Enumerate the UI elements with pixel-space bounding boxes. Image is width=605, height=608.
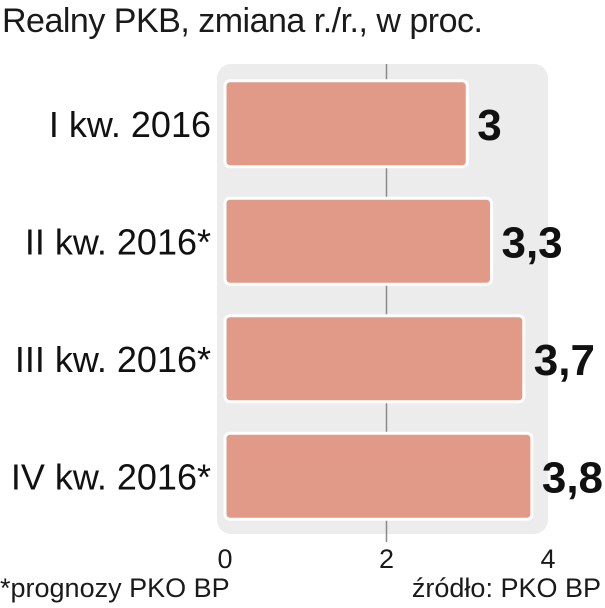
value-label-1: 3 — [477, 101, 501, 150]
category-label-4: IV kw. 2016* — [11, 456, 211, 497]
bar-3 — [223, 314, 526, 404]
value-label-3: 3,7 — [534, 336, 595, 385]
bar-1 — [223, 79, 469, 169]
chart-title: Realny PKB, zmiana r./r., w proc. — [2, 2, 483, 40]
x-tick-label-4: 4 — [540, 544, 555, 574]
bar-4 — [223, 431, 534, 521]
value-label-4: 3,8 — [542, 453, 603, 502]
value-label-2: 3,3 — [501, 218, 562, 267]
x-tick-label-0: 0 — [217, 544, 232, 574]
bar-2 — [223, 196, 493, 286]
x-tick-label-2: 2 — [379, 544, 394, 574]
source-note: źródło: PKO BP — [411, 573, 601, 603]
footnote: *prognozy PKO BP — [0, 573, 230, 603]
plot-background — [217, 64, 548, 534]
category-label-3: III kw. 2016* — [15, 339, 211, 380]
category-label-2: II kw. 2016* — [25, 221, 211, 262]
category-label-1: I kw. 2016 — [49, 104, 211, 145]
